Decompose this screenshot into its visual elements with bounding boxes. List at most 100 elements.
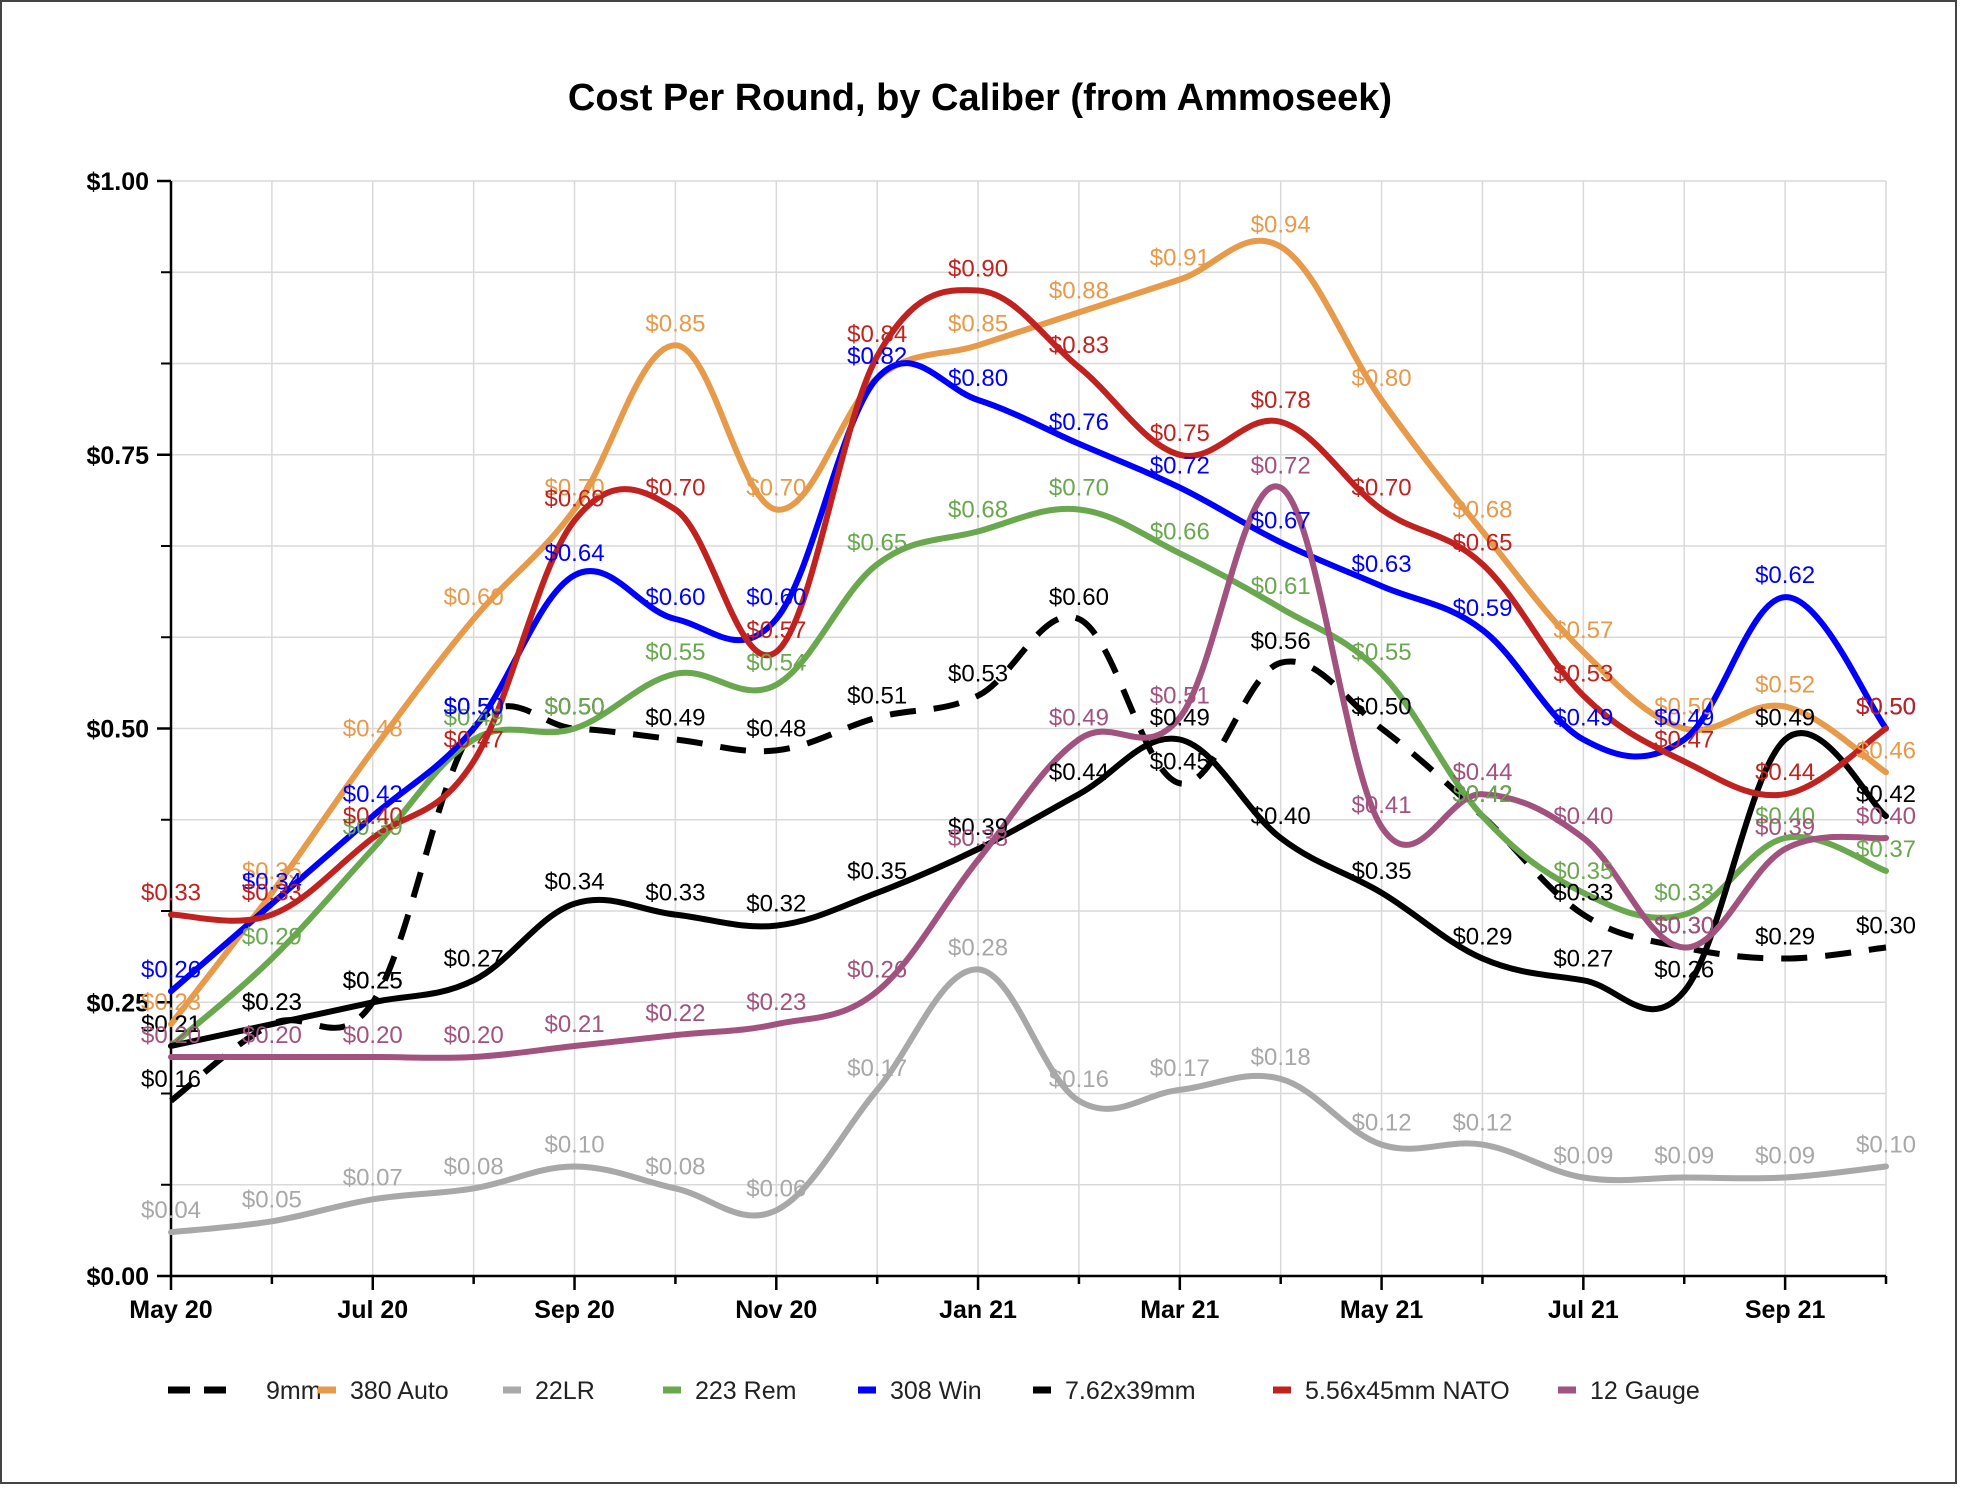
data-label-22lr: $0.07 bbox=[343, 1164, 403, 1191]
data-label-7-62x39mm: $0.49 bbox=[1150, 704, 1210, 731]
data-label-308-win: $0.60 bbox=[746, 584, 806, 611]
data-label-223-rem: $0.54 bbox=[746, 650, 806, 677]
data-label-12-gauge: $0.21 bbox=[544, 1011, 604, 1038]
data-label-380-auto: $0.82 bbox=[847, 343, 907, 370]
data-label-12-gauge: $0.41 bbox=[1352, 792, 1412, 819]
data-label-5-56x45mm-nato: $0.47 bbox=[444, 726, 504, 753]
data-label-5-56x45mm-nato: $0.75 bbox=[1150, 420, 1210, 447]
data-label-22lr: $0.17 bbox=[847, 1055, 907, 1082]
data-label-5-56x45mm-nato: $0.90 bbox=[948, 256, 1008, 283]
data-label-5-56x45mm-nato: $0.50 bbox=[1856, 694, 1916, 721]
data-label-22lr: $0.09 bbox=[1755, 1142, 1815, 1169]
data-label-22lr: $0.08 bbox=[645, 1153, 705, 1180]
data-label-223-rem: $0.35 bbox=[1553, 858, 1613, 885]
data-label-380-auto: $0.85 bbox=[645, 310, 705, 337]
chart-title: Cost Per Round, by Caliber (from Ammosee… bbox=[568, 77, 1392, 119]
data-label-223-rem: $0.33 bbox=[1654, 880, 1714, 907]
data-label-12-gauge: $0.20 bbox=[141, 1022, 201, 1049]
data-label-9mm: $0.50 bbox=[444, 694, 504, 721]
x-tick-label: Nov 20 bbox=[735, 1296, 817, 1324]
data-label-380-auto: $0.35 bbox=[242, 858, 302, 885]
data-label-223-rem: $0.61 bbox=[1251, 573, 1311, 600]
data-label-9mm: $0.45 bbox=[1150, 748, 1210, 775]
data-label-9mm: $0.29 bbox=[1755, 923, 1815, 950]
series-lines bbox=[168, 237, 1889, 1236]
data-label-308-win: $0.59 bbox=[1452, 595, 1512, 622]
data-label-308-win: $0.62 bbox=[1755, 562, 1815, 589]
series-line-9mm bbox=[169, 613, 1887, 1104]
data-label-380-auto: $0.88 bbox=[1049, 277, 1109, 304]
data-label-7-62x39mm: $0.23 bbox=[242, 989, 302, 1016]
y-tick-label: $0.25 bbox=[86, 989, 149, 1017]
data-label-9mm: $0.30 bbox=[1856, 913, 1916, 940]
x-tick-label: Mar 21 bbox=[1140, 1296, 1219, 1324]
legend-item-7-62x39mm: 7.62x39mm bbox=[1033, 1377, 1196, 1405]
data-label-22lr: $0.17 bbox=[1150, 1055, 1210, 1082]
legend-label: 5.56x45mm NATO bbox=[1305, 1377, 1510, 1405]
data-label-22lr: $0.18 bbox=[1251, 1044, 1311, 1071]
data-label-5-56x45mm-nato: $0.84 bbox=[847, 321, 907, 348]
data-label-12-gauge: $0.38 bbox=[948, 825, 1008, 852]
data-label-223-rem: $0.29 bbox=[242, 923, 302, 950]
data-label-5-56x45mm-nato: $0.47 bbox=[1654, 726, 1714, 753]
data-label-380-auto: $0.57 bbox=[1553, 617, 1613, 644]
data-label-7-62x39mm: $0.27 bbox=[444, 945, 504, 972]
data-label-7-62x39mm: $0.29 bbox=[1452, 923, 1512, 950]
data-label-223-rem: $0.37 bbox=[1856, 836, 1916, 863]
data-label-7-62x39mm: $0.39 bbox=[948, 814, 1008, 841]
legend: 9mm 380 Auto 22LR 223 Rem 308 Win 7.62x39mm 5.… bbox=[168, 1377, 1700, 1405]
data-label-223-rem: $0.68 bbox=[948, 496, 1008, 523]
data-label-22lr: $0.09 bbox=[1553, 1142, 1613, 1169]
data-label-308-win: $0.64 bbox=[544, 540, 604, 567]
data-label-223-rem: $0.70 bbox=[1049, 475, 1109, 502]
axes: $0.00 $0.25 $0.50 $0.75 $1.00 May 20 Jul 20 Sep… bbox=[86, 168, 1888, 1324]
data-label-12-gauge: $0.22 bbox=[645, 1000, 705, 1027]
data-label-7-62x39mm: $0.33 bbox=[645, 880, 705, 907]
data-label-9mm: $0.30 bbox=[1654, 913, 1714, 940]
data-label-5-56x45mm-nato: $0.57 bbox=[746, 617, 806, 644]
data-label-5-56x45mm-nato: $0.70 bbox=[645, 475, 705, 502]
data-label-9mm: $0.23 bbox=[242, 989, 302, 1016]
data-label-9mm: $0.53 bbox=[948, 661, 1008, 688]
data-label-7-62x39mm: $0.42 bbox=[1856, 781, 1916, 808]
data-label-22lr: $0.05 bbox=[242, 1186, 302, 1213]
data-label-380-auto: $0.85 bbox=[948, 310, 1008, 337]
data-label-7-62x39mm: $0.49 bbox=[1755, 704, 1815, 731]
data-label-308-win: $0.26 bbox=[141, 956, 201, 983]
data-label-12-gauge: $0.49 bbox=[1049, 704, 1109, 731]
data-label-308-win: $0.49 bbox=[1654, 704, 1714, 731]
data-label-223-rem: $0.39 bbox=[343, 814, 403, 841]
data-label-7-62x39mm: $0.34 bbox=[544, 869, 604, 896]
data-label-12-gauge: $0.51 bbox=[1150, 683, 1210, 710]
data-label-22lr: $0.12 bbox=[1452, 1110, 1512, 1137]
data-label-5-56x45mm-nato: $0.65 bbox=[1452, 529, 1512, 556]
data-label-308-win: $0.63 bbox=[1352, 551, 1412, 578]
legend-label: 380 Auto bbox=[350, 1377, 449, 1405]
data-label-308-win: $0.82 bbox=[847, 343, 907, 370]
data-label-308-win: $0.34 bbox=[242, 869, 302, 896]
data-label-7-62x39mm: $0.40 bbox=[1251, 803, 1311, 830]
data-label-12-gauge: $0.30 bbox=[1654, 913, 1714, 940]
data-label-380-auto: $0.94 bbox=[1251, 212, 1311, 239]
series-line-7-62x39mm bbox=[168, 730, 1889, 1049]
data-label-380-auto: $0.50 bbox=[1654, 694, 1714, 721]
data-label-5-56x45mm-nato: $0.78 bbox=[1251, 387, 1311, 414]
data-label-223-rem: $0.50 bbox=[544, 694, 604, 721]
y-tick-label: $0.50 bbox=[86, 716, 149, 744]
data-labels: $0.16$0.23$0.25$0.50 $0.50 $0.49 $0.48$0.51… bbox=[141, 212, 1916, 1224]
data-label-308-win: $0.80 bbox=[948, 365, 1008, 392]
series-line-223-rem bbox=[168, 505, 1889, 1049]
data-label-22lr: $0.10 bbox=[1856, 1132, 1916, 1159]
data-label-308-win: $0.67 bbox=[1251, 507, 1311, 534]
legend-label: 22LR bbox=[535, 1377, 595, 1405]
data-label-12-gauge: $0.20 bbox=[242, 1022, 302, 1049]
data-label-7-62x39mm: $0.25 bbox=[343, 967, 403, 994]
data-label-7-62x39mm: $0.21 bbox=[141, 1011, 201, 1038]
data-label-22lr: $0.10 bbox=[544, 1132, 604, 1159]
data-label-9mm: $0.48 bbox=[746, 715, 806, 742]
data-label-308-win: $0.42 bbox=[343, 781, 403, 808]
data-label-9mm: $0.50 bbox=[544, 694, 604, 721]
series-line-5-56x45mm-nato bbox=[168, 287, 1889, 924]
data-label-223-rem: $0.66 bbox=[1150, 518, 1210, 545]
